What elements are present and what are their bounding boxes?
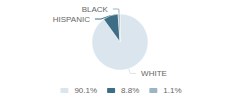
svg-text:WHITE: WHITE: [141, 69, 167, 78]
svg-text:HISPANIC: HISPANIC: [53, 15, 90, 24]
svg-text:8.8%: 8.8%: [121, 86, 139, 95]
svg-text:1.1%: 1.1%: [163, 86, 181, 95]
svg-text:BLACK: BLACK: [82, 5, 109, 14]
svg-text:90.1%: 90.1%: [74, 86, 97, 95]
